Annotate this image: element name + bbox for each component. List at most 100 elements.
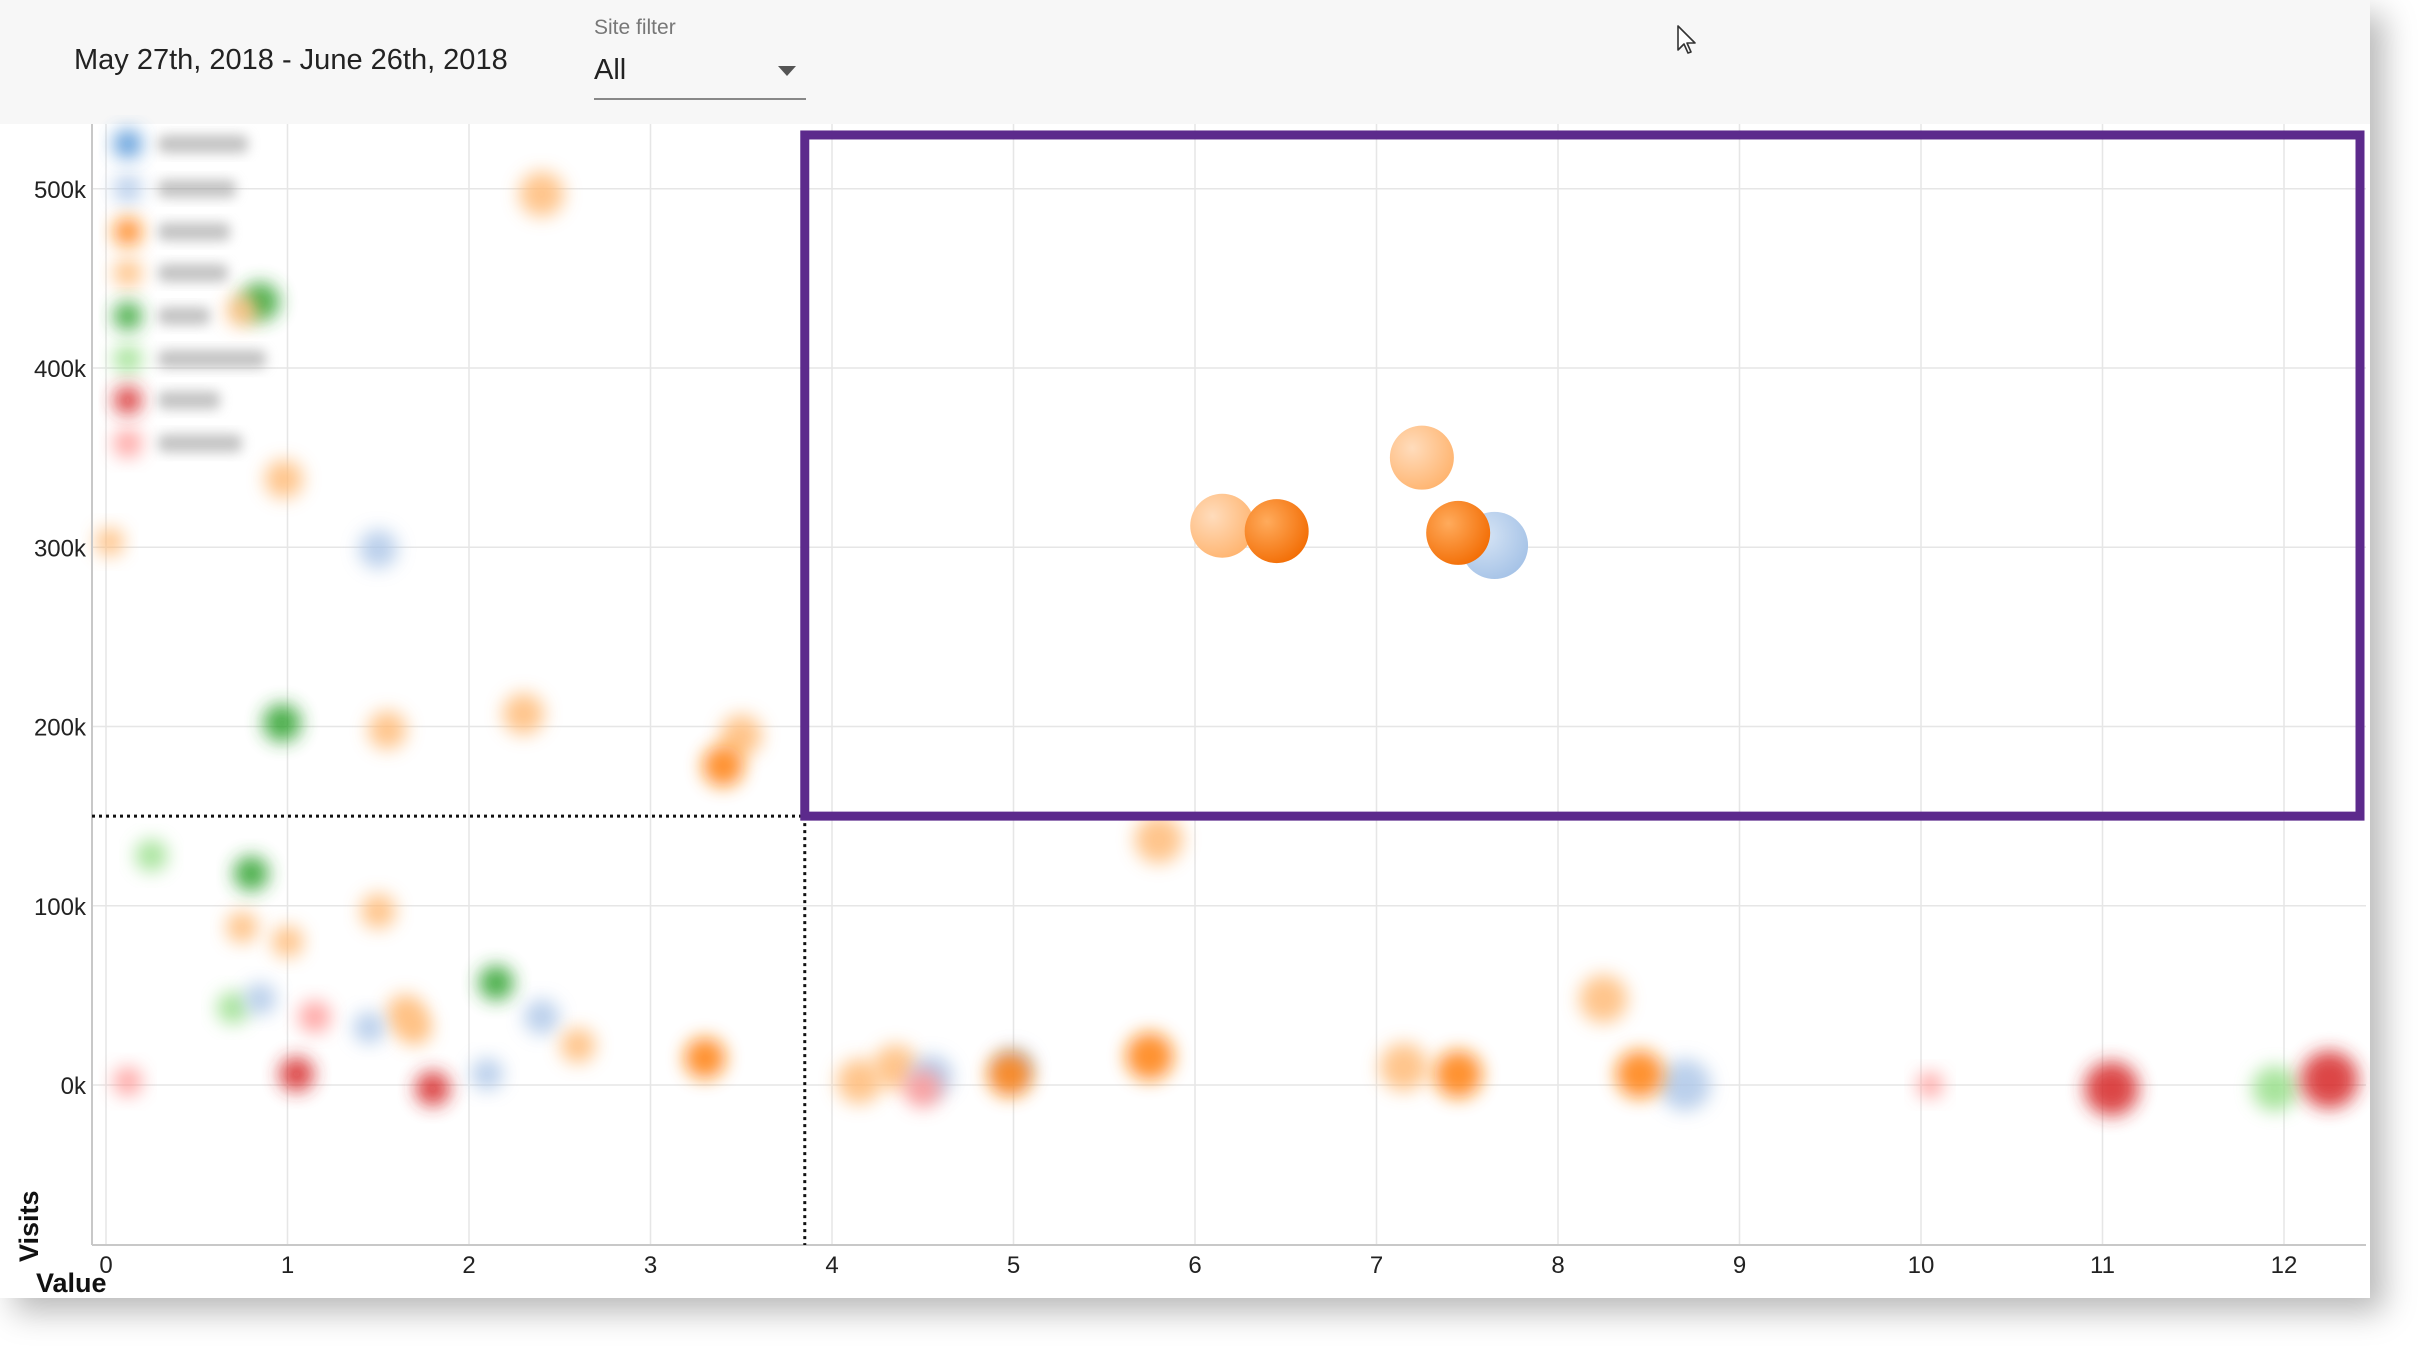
data-point-blurred-34 [684, 1037, 726, 1079]
data-point-blurred-42 [903, 1069, 942, 1108]
data-point-blurred-13 [359, 529, 398, 569]
data-point-blurred-39 [836, 1059, 882, 1104]
data-point-focus-2 [1389, 425, 1454, 490]
data-point-blurred-3 [113, 258, 143, 288]
blurred-points [95, 129, 2359, 1116]
data-point-blurred-21 [233, 855, 269, 892]
legend-entry-6 [158, 391, 220, 410]
data-point-blurred-5 [113, 344, 143, 374]
date-range-label: May 27th, 2018 - June 26th, 2018 [74, 44, 508, 76]
data-point-blurred-50 [1615, 1050, 1664, 1099]
y-tick-label-100k: 100k [34, 894, 87, 921]
data-point-blurred-18 [702, 745, 744, 787]
x-tick-label-2: 2 [462, 1252, 475, 1279]
y-tick-label-300k: 300k [34, 535, 87, 562]
scatter-chart: 0 1 2 3 4 5 6 7 8 9 10 11 120k100k200k300k400k500kVa… [14, 124, 2366, 1298]
data-point-blurred-47 [1434, 1050, 1483, 1099]
legend-entry-3 [158, 263, 228, 282]
data-point-blurred-25 [217, 991, 250, 1024]
header-bar: May 27th, 2018 - June 26th, 2018 Site fi… [0, 0, 2370, 124]
data-point-blurred-27 [298, 1000, 331, 1033]
axes [91, 124, 2366, 1246]
data-point-blurred-11 [264, 459, 304, 499]
site-filter-value: All [594, 54, 627, 86]
data-point-blurred-24 [271, 925, 304, 958]
data-point-focus-1 [1244, 499, 1309, 564]
chart-legend [158, 134, 266, 453]
x-tick-label-12: 12 [2271, 1252, 2298, 1279]
highlight-box [800, 130, 2365, 821]
data-point-blurred-44 [987, 1051, 1033, 1097]
data-point-blurred-54 [2300, 1050, 2359, 1109]
data-point-blurred-15 [368, 710, 407, 750]
data-point-blurred-0 [113, 129, 143, 159]
data-point-blurred-16 [502, 693, 545, 735]
data-point-blurred-7 [113, 428, 143, 458]
y-tick-label-500k: 500k [34, 177, 87, 204]
data-point-blurred-29 [353, 1011, 386, 1044]
y-tick-label-200k: 200k [34, 715, 87, 742]
data-point-blurred-22 [360, 893, 396, 929]
data-point-blurred-46 [1379, 1043, 1428, 1092]
data-point-blurred-14 [262, 703, 302, 743]
x-tick-label-9: 9 [1733, 1252, 1746, 1279]
data-point-blurred-38 [113, 1067, 143, 1096]
x-tick-label-1: 1 [281, 1252, 294, 1279]
caret-down-icon[interactable] [778, 66, 796, 76]
data-point-blurred-23 [226, 911, 259, 944]
data-point-blurred-19 [1134, 815, 1183, 864]
data-point-focus-0 [1190, 493, 1255, 558]
data-point-blurred-8 [519, 171, 564, 217]
data-point-blurred-10 [226, 294, 259, 327]
site-filter-label: Site filter [594, 16, 676, 39]
data-point-blurred-2 [113, 217, 143, 247]
y-tick-label-0k: 0k [61, 1073, 87, 1100]
data-point-blurred-48 [1579, 974, 1628, 1023]
data-point-blurred-30 [396, 1010, 433, 1046]
data-point-blurred-52 [2084, 1061, 2139, 1116]
data-point-blurred-45 [1125, 1032, 1174, 1081]
x-tick-label-4: 4 [825, 1252, 838, 1279]
data-point-blurred-53 [2252, 1066, 2298, 1111]
data-point-focus-4 [1426, 500, 1491, 565]
data-point-blurred-6 [113, 385, 143, 415]
x-tick-label-3: 3 [644, 1252, 657, 1279]
highlight-background [804, 134, 2360, 817]
x-tick-label-8: 8 [1551, 1252, 1564, 1279]
legend-entry-2 [158, 222, 230, 241]
legend-entry-7 [158, 434, 242, 453]
x-axis-title: Value [36, 1268, 107, 1298]
x-tick-label-5: 5 [1007, 1252, 1020, 1279]
data-point-blurred-35 [278, 1056, 315, 1092]
legend-entry-1 [158, 179, 236, 198]
legend-entry-0 [158, 134, 248, 153]
data-point-blurred-49 [1659, 1059, 1711, 1111]
data-point-blurred-4 [113, 301, 143, 331]
chart-card: May 27th, 2018 - June 26th, 2018 Site fi… [0, 0, 2370, 1298]
highlight-region [800, 130, 2365, 821]
y-axis-title: Visits [14, 1190, 44, 1262]
threshold-lines [92, 814, 2366, 1245]
data-point-blurred-1 [113, 174, 143, 204]
x-tick-label-11: 11 [2090, 1252, 2115, 1279]
legend-entry-5 [158, 350, 266, 369]
x-tick-label-7: 7 [1370, 1252, 1383, 1279]
data-point-blurred-37 [471, 1058, 504, 1091]
data-point-blurred-32 [524, 999, 560, 1035]
data-point-blurred-20 [135, 839, 168, 872]
mouse-pointer-icon [1677, 25, 1696, 54]
data-point-blurred-36 [415, 1070, 451, 1107]
site-filter-select[interactable]: Site filter All [594, 16, 806, 100]
y-tick-label-400k: 400k [34, 356, 87, 383]
x-tick-label-0: 0 [99, 1252, 112, 1279]
data-point-blurred-31 [478, 965, 514, 1001]
data-point-blurred-26 [244, 982, 277, 1015]
data-point-blurred-17 [720, 714, 763, 757]
data-point-blurred-51 [1917, 1072, 1943, 1098]
axis-labels: 0 1 2 3 4 5 6 7 8 9 10 11 120k100k200k300k400k500kVa… [14, 177, 2297, 1298]
data-point-blurred-12 [95, 527, 125, 557]
legend-entry-4 [158, 307, 210, 326]
focus-points [1190, 425, 1529, 580]
x-tick-label-10: 10 [1908, 1252, 1935, 1279]
data-point-blurred-33 [560, 1027, 596, 1064]
